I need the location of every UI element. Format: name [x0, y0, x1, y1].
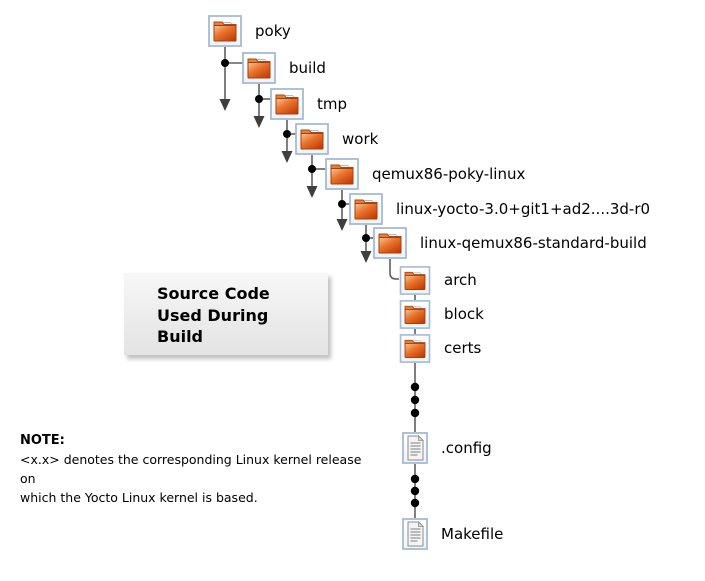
- node-label: linux-yocto-3.0+git1+ad2....3d-r0: [396, 199, 651, 218]
- folder-icon: [208, 15, 242, 47]
- note-block: NOTE: <x.x> denotes the corresponding Li…: [20, 431, 380, 507]
- document-icon: [402, 432, 428, 464]
- folder-icon: [399, 300, 431, 329]
- node-label: Makefile: [441, 524, 504, 543]
- tree-node-makefile: Makefile: [402, 518, 503, 550]
- folder-icon: [373, 227, 407, 259]
- tree-node-certs: certs: [399, 334, 481, 363]
- callout-line: Source Code: [157, 284, 270, 303]
- folder-icon: [349, 193, 383, 225]
- folder-icon: [399, 266, 431, 295]
- tree-node-linux-yocto: linux-yocto-3.0+git1+ad2....3d-r0: [349, 193, 650, 225]
- tree-node-build: build: [242, 52, 326, 84]
- tree-node-poky: poky: [208, 15, 291, 47]
- note-text-line: <x.x> denotes the corresponding Linux ke…: [20, 452, 362, 486]
- node-label: block: [444, 305, 484, 323]
- folder-icon: [325, 158, 359, 190]
- callout-line: Build: [157, 327, 204, 346]
- node-label: poky: [255, 21, 291, 40]
- node-label: .config: [441, 438, 492, 457]
- note-heading: NOTE:: [20, 433, 65, 448]
- folder-icon: [270, 88, 304, 120]
- node-label: work: [342, 129, 379, 148]
- tree-node-tmp: tmp: [270, 88, 347, 120]
- tree-node-work: work: [295, 123, 378, 155]
- tree-node-arch: arch: [399, 266, 477, 295]
- node-label: arch: [444, 271, 477, 289]
- folder-icon: [295, 123, 329, 155]
- folder-icon: [242, 52, 276, 84]
- branch-dot-icons: [221, 59, 370, 242]
- folder-icon: [399, 334, 431, 363]
- callout-line: Used During: [157, 305, 269, 325]
- callout-box: Source Code Used During Build: [124, 273, 328, 355]
- tree-node-linux-qemux86-standard-build: linux-qemux86-standard-build: [373, 227, 647, 259]
- tree-node-dot-config: .config: [402, 432, 492, 464]
- tree-node-block: block: [399, 300, 484, 329]
- note-text-line: which the Yocto Linux kernel is based.: [20, 490, 258, 505]
- node-label: certs: [444, 339, 482, 357]
- document-icon: [402, 518, 428, 550]
- tree-node-qemux86-poky-linux: qemux86-poky-linux: [325, 158, 525, 190]
- node-label: qemux86-poky-linux: [372, 164, 526, 183]
- node-label: linux-qemux86-standard-build: [420, 233, 647, 252]
- node-label: tmp: [317, 94, 348, 113]
- arrowhead-icons: [219, 99, 372, 263]
- node-label: build: [289, 58, 326, 77]
- ellipsis-dots: [410, 382, 420, 508]
